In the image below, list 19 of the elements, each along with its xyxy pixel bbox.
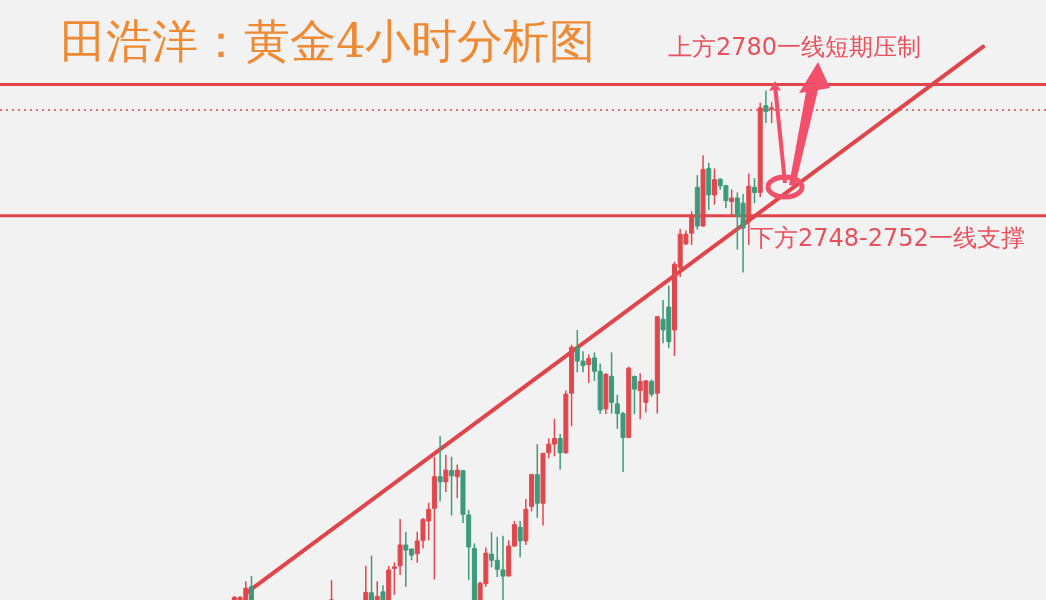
- candlestick: [586, 353, 592, 384]
- chart-title: 田浩洋：黄金4小时分析图: [60, 14, 596, 69]
- ref-line-label: 下方2748-2752一线支撑: [750, 223, 1025, 252]
- candlestick: [631, 375, 637, 415]
- candlestick: [374, 580, 380, 600]
- ref-line-label: 上方2780一线短期压制: [668, 33, 922, 62]
- candlestick: [751, 177, 757, 204]
- candlestick: [711, 167, 717, 206]
- candlestick: [369, 554, 375, 600]
- candlestick: [249, 575, 254, 600]
- candlestick: [363, 565, 369, 600]
- candlestick: [329, 579, 335, 600]
- candlestick: [557, 433, 563, 471]
- candlestick: [443, 454, 449, 493]
- candlestick: [517, 520, 523, 558]
- candlestick: [763, 89, 769, 124]
- candlestick: [454, 463, 460, 499]
- candlestick: [437, 435, 443, 502]
- candlestick: [449, 456, 455, 517]
